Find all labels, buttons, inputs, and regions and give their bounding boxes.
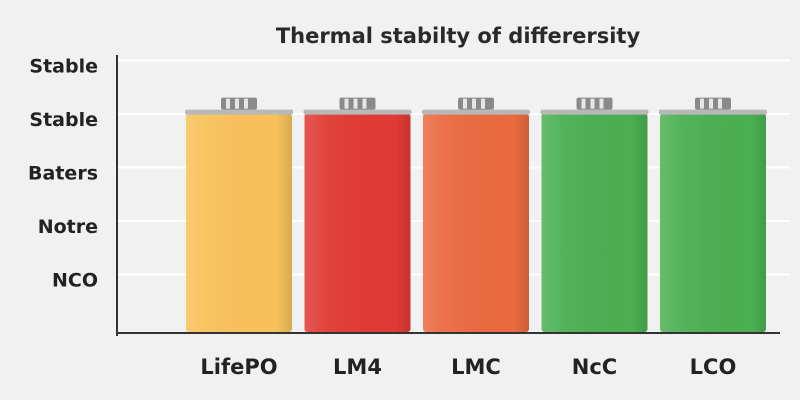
bar-shading <box>423 113 529 333</box>
bar-shading <box>660 113 766 333</box>
terminal-highlight <box>226 98 230 109</box>
x-tick-label: LifePO <box>200 355 277 379</box>
y-axis-ticks: NCO Notre Baters Stable Stable <box>28 56 98 292</box>
terminal-highlight <box>581 98 586 109</box>
terminal-highlight <box>481 98 485 109</box>
terminal-highlight <box>700 98 704 109</box>
y-tick-label: Notre <box>38 216 98 238</box>
battery-rim <box>422 109 530 115</box>
battery-rim <box>303 109 412 115</box>
x-tick-label: LMC <box>451 355 501 379</box>
y-tick-label: NCO <box>52 270 98 292</box>
terminal-highlight <box>709 98 713 109</box>
bar-LifePO <box>185 97 293 333</box>
bar-NcC <box>540 97 649 333</box>
terminal-highlight <box>590 98 595 109</box>
y-tick-label: Stable <box>29 109 98 131</box>
terminal-highlight <box>244 98 248 109</box>
bar-LMC <box>422 97 530 333</box>
terminal-highlight <box>235 98 239 109</box>
bars <box>185 97 767 333</box>
chart-title: Thermal stabilty of differersity <box>276 24 641 48</box>
x-axis-ticks: LifePO LM4 LMC NcC LCO <box>200 355 736 379</box>
bar-LCO <box>659 97 767 333</box>
bar-shading <box>304 113 411 333</box>
x-tick-label: LCO <box>690 355 737 379</box>
bar-shading <box>186 113 292 333</box>
x-tick-label: NcC <box>572 355 617 379</box>
terminal-highlight <box>599 98 604 109</box>
bar-shading <box>541 113 648 333</box>
terminal-highlight <box>344 98 349 109</box>
y-tick-label: Baters <box>28 163 98 185</box>
bar-LM4 <box>303 97 412 333</box>
y-tick-label: Stable <box>29 56 98 78</box>
battery-rim <box>659 109 767 115</box>
terminal-highlight <box>353 98 358 109</box>
battery-rim <box>185 109 293 115</box>
terminal-highlight <box>718 98 722 109</box>
terminal-highlight <box>463 98 467 109</box>
terminal-highlight <box>362 98 367 109</box>
battery-rim <box>540 109 649 115</box>
x-tick-label: LM4 <box>333 355 382 379</box>
terminal-highlight <box>472 98 476 109</box>
